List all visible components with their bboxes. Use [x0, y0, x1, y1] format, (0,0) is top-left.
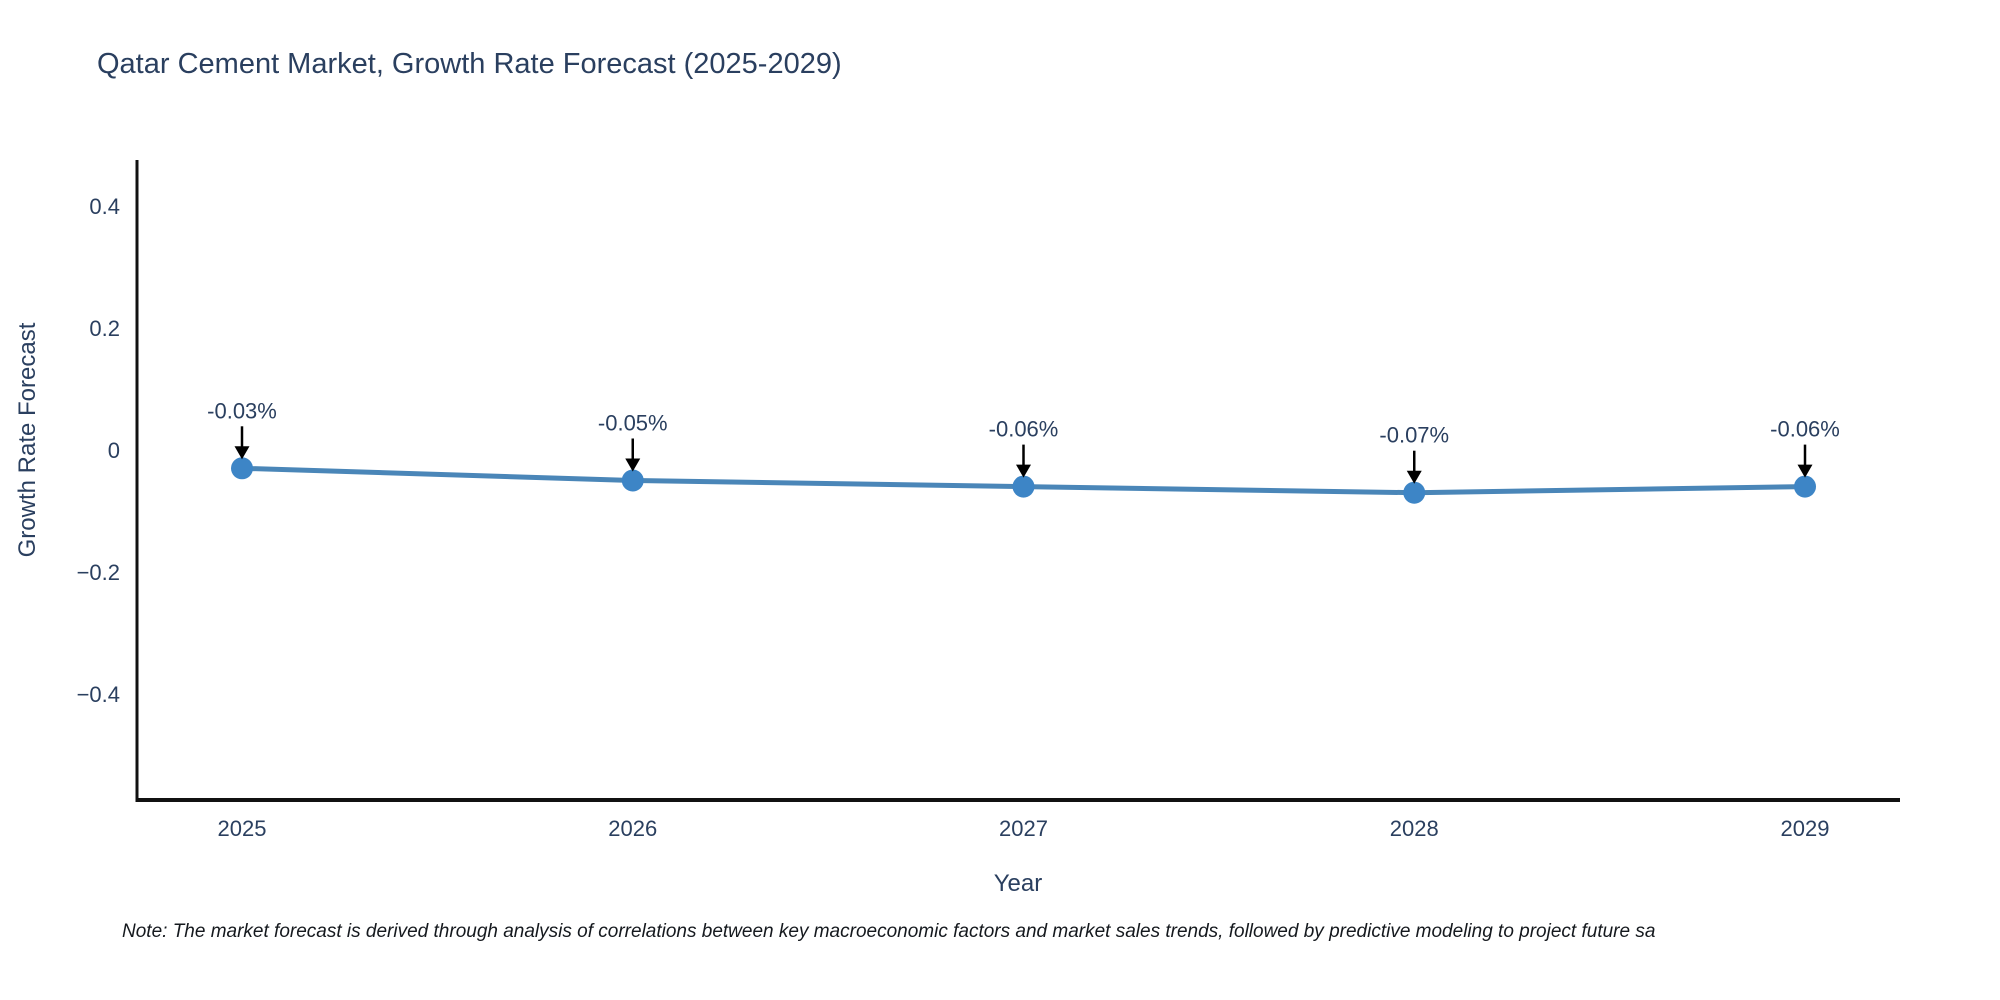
x-tick-label: 2026	[608, 816, 657, 841]
data-point-marker	[1794, 475, 1816, 498]
annotation-arrow-head	[234, 446, 250, 460]
y-tick-label: −0.2	[77, 560, 120, 585]
x-axis-title: Year	[993, 870, 1043, 897]
footnote: Note: The market forecast is derived thr…	[122, 921, 1656, 942]
data-point-marker	[231, 457, 253, 480]
y-tick-label: 0	[108, 438, 120, 463]
x-tick-label: 2027	[999, 816, 1048, 841]
annotation-label: -0.06%	[1770, 417, 1840, 442]
annotation-label: -0.07%	[1379, 423, 1449, 448]
data-point-marker	[621, 469, 644, 492]
data-point-marker	[1403, 481, 1426, 504]
y-tick-label: 0.4	[89, 194, 120, 219]
y-tick-label: −0.4	[77, 682, 120, 707]
annotation-arrow-head	[1406, 470, 1422, 484]
chart-title: Qatar Cement Market, Growth Rate Forecas…	[97, 48, 842, 80]
x-tick-label: 2025	[218, 816, 267, 841]
annotation-arrow-head	[1797, 464, 1813, 478]
annotation-label: -0.03%	[207, 398, 277, 423]
annotation-label: -0.05%	[598, 411, 668, 436]
x-tick-label: 2028	[1390, 816, 1439, 841]
y-axis-title: Growth Rate Forecast	[14, 322, 41, 558]
annotation-arrow-head	[625, 458, 641, 472]
annotation-arrow-head	[1016, 464, 1031, 478]
x-tick-label: 2029	[1781, 816, 1830, 841]
annotation-label: -0.06%	[989, 417, 1059, 442]
y-tick-label: 0.2	[89, 316, 120, 341]
data-point-marker	[1012, 475, 1035, 498]
